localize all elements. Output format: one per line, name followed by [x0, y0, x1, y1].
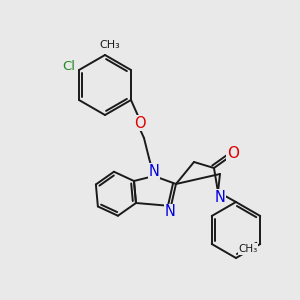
Text: N: N	[148, 164, 159, 178]
Text: CH₃: CH₃	[238, 244, 258, 254]
Text: O: O	[227, 146, 239, 160]
Text: Cl: Cl	[62, 59, 76, 73]
Text: N: N	[214, 190, 225, 205]
Text: CH₃: CH₃	[100, 40, 120, 50]
Text: N: N	[164, 205, 175, 220]
Text: O: O	[134, 116, 146, 130]
